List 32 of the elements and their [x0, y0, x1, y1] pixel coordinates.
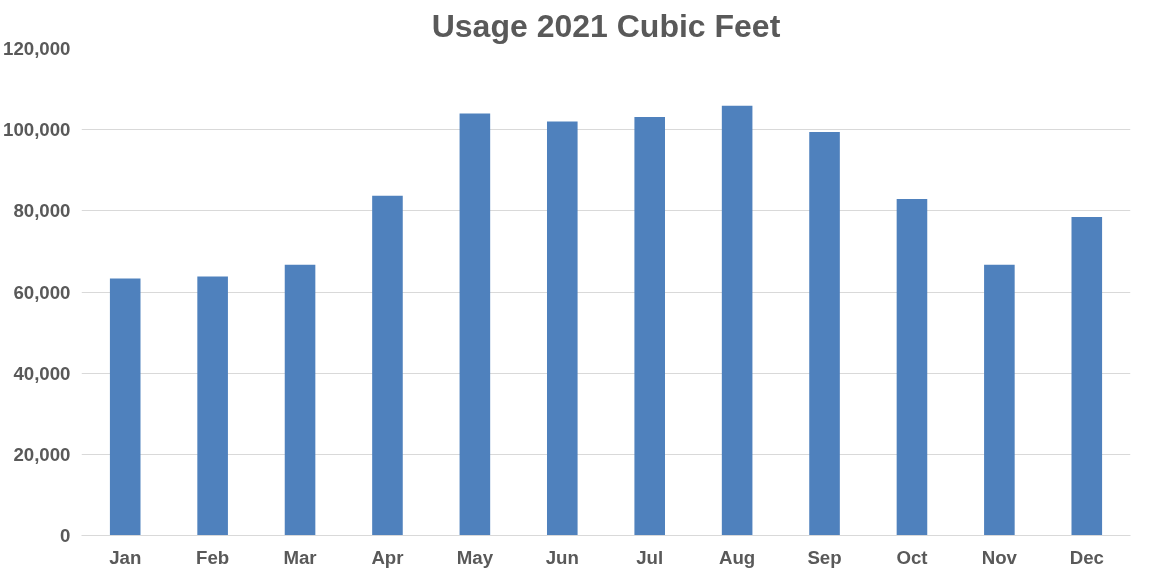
y-tick-label: 40,000 — [13, 362, 71, 384]
bar — [284, 264, 316, 536]
bar — [109, 278, 141, 536]
y-tick-label: 80,000 — [13, 200, 71, 222]
bar — [984, 264, 1015, 536]
x-tick-label: Feb — [196, 546, 230, 568]
x-tick-label: Dec — [1069, 546, 1104, 568]
x-tick-label: Oct — [896, 546, 928, 568]
bar — [459, 113, 491, 536]
x-tick-label: Jul — [636, 546, 664, 568]
bar — [546, 121, 578, 536]
bar — [372, 195, 403, 536]
y-tick-label: 100,000 — [3, 119, 71, 141]
x-tick-label: Aug — [718, 546, 756, 568]
bar — [634, 117, 666, 536]
x-tick-label: Mar — [283, 546, 317, 568]
x-tick-label: May — [456, 546, 494, 568]
bar — [1071, 216, 1103, 536]
bar — [896, 199, 928, 536]
x-tick-label: Sep — [807, 546, 842, 568]
bar — [197, 276, 228, 536]
x-tick-label: Jan — [109, 546, 142, 568]
y-tick-label: 0 — [60, 525, 71, 546]
bar — [721, 105, 753, 536]
x-tick-label: Apr — [371, 546, 404, 568]
bar — [809, 132, 840, 536]
x-tick-label: Jun — [545, 546, 579, 568]
chart-title: Usage 2021 Cubic Feet — [431, 7, 781, 44]
x-tick-label: Nov — [981, 546, 1018, 568]
y-tick-label: 120,000 — [3, 38, 71, 59]
y-tick-label: 60,000 — [13, 281, 71, 303]
y-tick-label: 20,000 — [13, 443, 71, 465]
